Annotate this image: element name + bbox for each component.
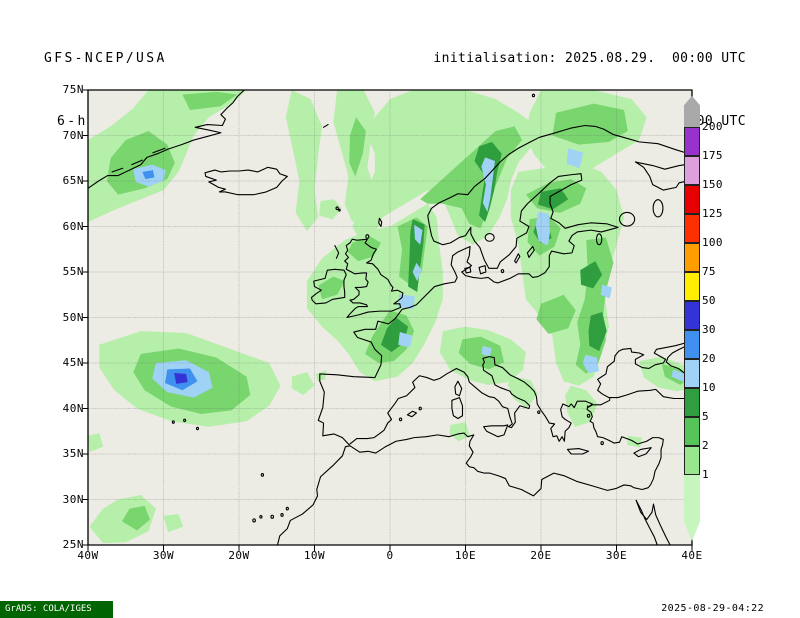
lat-tick-label: 25N xyxy=(62,538,84,551)
europe-precip-map xyxy=(88,90,692,545)
legend-swatch xyxy=(684,388,700,417)
legend-value-label: 10 xyxy=(702,381,716,394)
axis-ticks xyxy=(83,90,692,551)
lat-tick-label: 75N xyxy=(62,83,84,96)
lon-tick-label: 0 xyxy=(386,549,394,562)
legend-value-label: 175 xyxy=(702,149,723,162)
model-title: GFS-NCEP/USA xyxy=(44,51,167,66)
coastlines xyxy=(88,90,692,545)
legend-value-label: 150 xyxy=(702,178,723,191)
precip-level-30-50 xyxy=(174,373,188,384)
legend-value-label: 200 xyxy=(702,120,723,133)
legend-arrow-top xyxy=(684,96,700,127)
lat-tick-label: 45N xyxy=(62,356,84,369)
lat-tick-label: 65N xyxy=(62,174,84,187)
legend-value-label: 50 xyxy=(702,294,716,307)
lon-tick-label: 30W xyxy=(152,549,175,562)
lat-tick-label: 70N xyxy=(62,128,84,142)
legend-swatch xyxy=(684,156,700,185)
lat-tick-label: 35N xyxy=(62,447,84,460)
precip-level-dark xyxy=(380,141,607,353)
grid-lines xyxy=(88,90,692,545)
legend-swatch xyxy=(684,127,700,156)
lon-tick-label: 20W xyxy=(228,549,250,562)
lat-tick-label: 60N xyxy=(62,219,84,233)
legend-swatch xyxy=(684,185,700,214)
legend-swatch xyxy=(684,214,700,243)
legend-value-label: 30 xyxy=(702,323,716,336)
lon-tick-label: 20E xyxy=(530,549,552,562)
legend-swatch xyxy=(684,272,700,301)
legend-swatch xyxy=(684,446,700,475)
grads-credit-badge: GrADS: COLA/IGES xyxy=(0,601,113,618)
lat-tick-label: 55N xyxy=(62,265,84,278)
legend-arrow-bottom xyxy=(684,475,700,541)
legend-value-label: 125 xyxy=(702,207,723,220)
legend-swatch xyxy=(684,330,700,359)
legend-swatch xyxy=(684,417,700,446)
lat-tick-label: 40N xyxy=(62,401,84,415)
lon-tick-label: 10W xyxy=(303,549,326,562)
legend-value-label: 20 xyxy=(702,352,716,365)
legend-swatch xyxy=(684,243,700,272)
legend-value-label: 1 xyxy=(702,468,709,481)
lon-tick-label: 40E xyxy=(681,549,703,562)
lat-tick-label: 30N xyxy=(62,492,84,506)
legend-value-label: 2 xyxy=(702,439,709,452)
legend-value-label: 5 xyxy=(702,410,709,423)
colorbar xyxy=(684,96,700,541)
init-time-label: initialisation: 2025.08.29. 00:00 UTC xyxy=(433,51,746,66)
legend-value-label: 75 xyxy=(702,265,716,278)
lon-tick-label: 40W xyxy=(77,549,99,562)
legend-swatch xyxy=(684,301,700,330)
creation-timestamp: 2025-08-29-04:22 xyxy=(661,603,764,614)
lon-tick-label: 30E xyxy=(605,549,628,562)
lat-tick-label: 50N xyxy=(62,310,84,324)
lon-tick-label: 10E xyxy=(454,549,477,562)
legend-swatch xyxy=(684,359,700,388)
legend-value-label: 100 xyxy=(702,236,723,249)
